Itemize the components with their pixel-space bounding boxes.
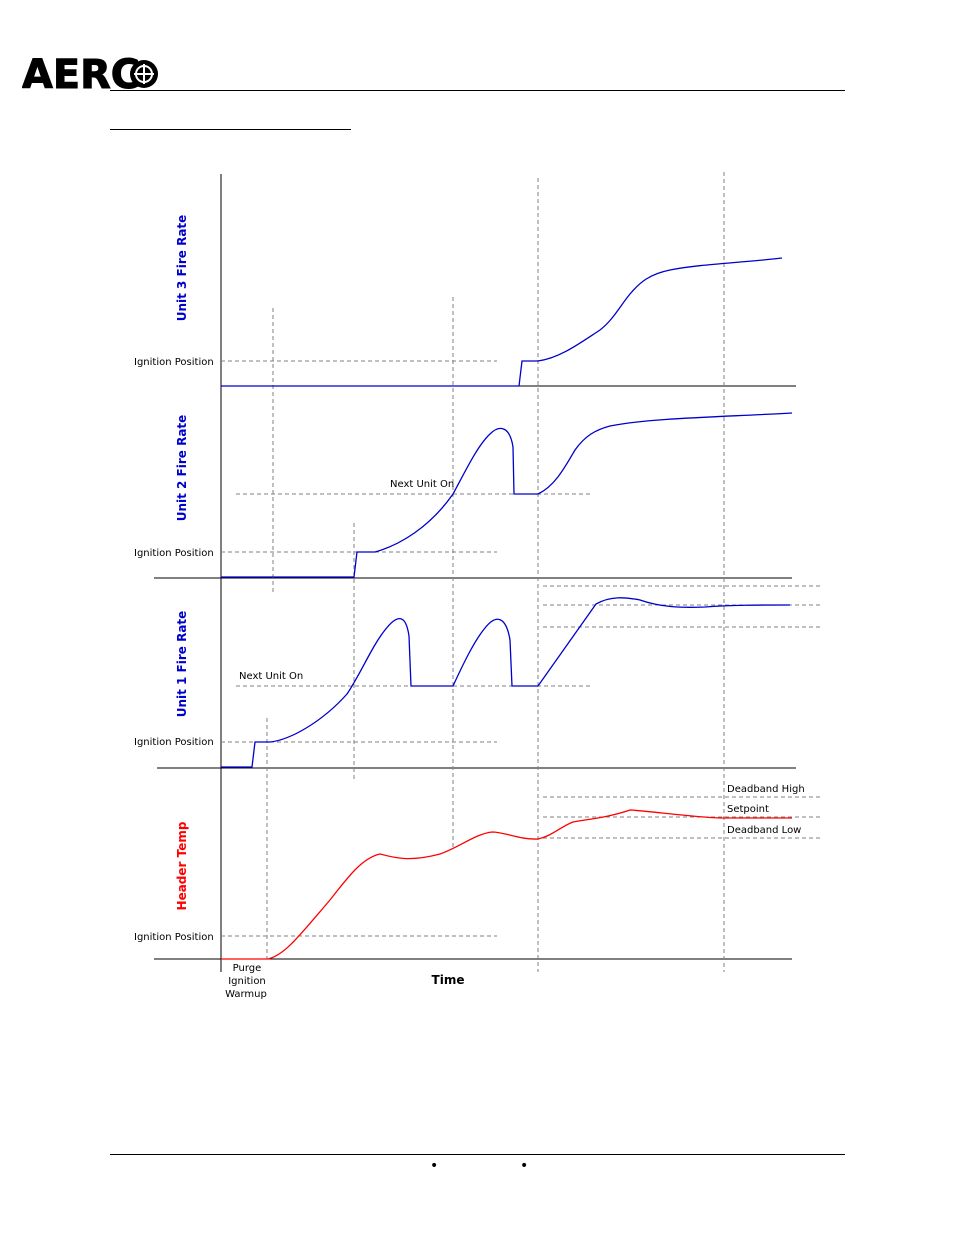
unit2-fire-rate-curve (221, 412, 793, 578)
phase-label-ignition: Ignition (228, 976, 266, 987)
deadband-high-label: Deadband High (727, 784, 805, 795)
unit1-title: Unit 1 Fire Rate (175, 611, 189, 718)
setpoint-label: Setpoint (727, 804, 769, 815)
header-temp-curve (221, 809, 792, 960)
unit3-title: Unit 3 Fire Rate (175, 215, 189, 322)
footer-rule (110, 1154, 845, 1155)
header-rule (110, 90, 845, 91)
footer-bullet-2: • (520, 1158, 529, 1174)
svg-text:AERC: AERC (22, 55, 140, 95)
header-ignition-label: Ignition Position (134, 932, 214, 943)
section-title-underline (110, 129, 351, 130)
unit2-next-unit-label: Next Unit On (390, 479, 454, 490)
header-temp-title: Header Temp (175, 821, 189, 910)
footer-bullet-1: • (430, 1158, 439, 1174)
phase-label-warmup: Warmup (225, 989, 267, 1000)
phase-label-purge: Purge (233, 963, 262, 974)
deadband-low-label: Deadband Low (727, 825, 801, 836)
aerco-logo: AERC (22, 55, 158, 95)
unit1-next-unit-label: Next Unit On (239, 671, 303, 682)
unit2-ignition-label: Ignition Position (134, 548, 214, 559)
unit1-fire-rate-curve (221, 597, 791, 768)
unit2-title: Unit 2 Fire Rate (175, 415, 189, 522)
x-axis-label: Time (432, 973, 465, 987)
unit3-fire-rate-curve (221, 257, 783, 387)
unit1-ignition-label: Ignition Position (134, 737, 214, 748)
unit3-ignition-label: Ignition Position (134, 357, 214, 368)
